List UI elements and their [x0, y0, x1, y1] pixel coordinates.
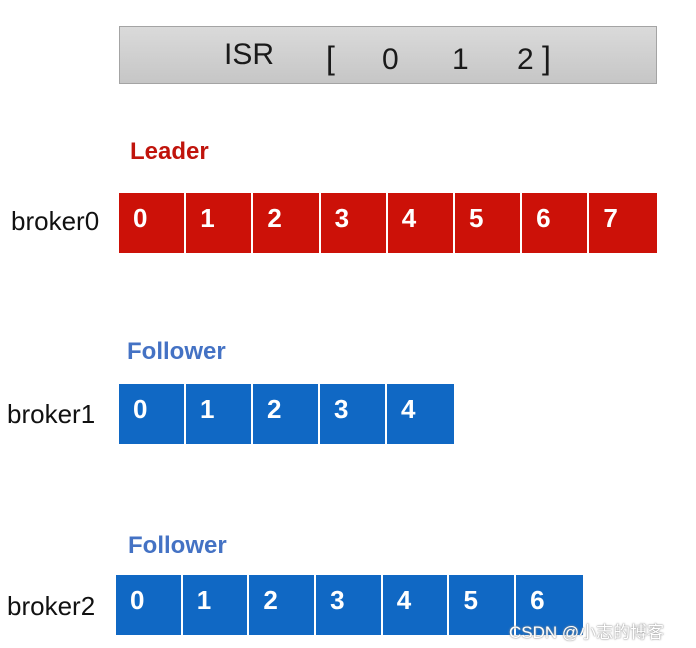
log-offset-cell: 0 — [119, 384, 186, 444]
log-offset-cell: 5 — [449, 575, 517, 635]
log-row-broker2: 0 1 2 3 4 5 6 — [116, 575, 583, 635]
broker-label-1: broker1 — [7, 399, 96, 429]
role-label-leader: Leader — [130, 138, 209, 165]
log-offset-cell: 2 — [253, 384, 320, 444]
log-offset-cell: 4 — [382, 575, 450, 635]
isr-open-bracket: [ — [326, 40, 335, 76]
isr-member: 0 — [382, 43, 399, 76]
log-offset-cell: 2 — [253, 193, 321, 253]
log-offset-cell: 5 — [454, 193, 523, 253]
log-offset-cell: 7 — [589, 193, 657, 253]
log-offset-cell: 2 — [249, 575, 317, 635]
log-offset-cell: 1 — [186, 384, 253, 444]
log-offset-cell: 6 — [522, 193, 590, 253]
broker-label-2: broker2 — [7, 591, 96, 621]
log-offset-cell: 1 — [186, 193, 254, 253]
log-offset-cell: 3 — [316, 575, 383, 635]
log-offset-cell: 1 — [182, 575, 250, 635]
isr-label: ISR — [224, 38, 275, 71]
log-offset-cell: 3 — [320, 384, 387, 444]
isr-member: 2 — [517, 43, 534, 76]
broker-label-0: broker0 — [11, 206, 100, 236]
log-offset-cell: 0 — [116, 575, 183, 635]
isr-member: 1 — [452, 43, 469, 76]
log-row-broker1: 0 1 2 3 4 — [119, 384, 454, 444]
log-offset-cell: 4 — [387, 193, 455, 253]
watermark: CSDN @小志的博客 — [509, 623, 665, 642]
isr-bar: ISR [ 0 1 2 ] — [119, 26, 657, 84]
log-offset-cell: 3 — [320, 193, 388, 253]
role-label-follower-2: Follower — [128, 532, 227, 559]
role-label-follower-1: Follower — [127, 338, 226, 365]
log-row-broker0: 0 1 2 3 4 5 6 7 — [119, 193, 657, 253]
log-offset-cell: 6 — [516, 575, 583, 635]
log-offset-cell: 0 — [119, 193, 187, 253]
log-offset-cell: 4 — [387, 384, 454, 444]
isr-close-bracket: ] — [542, 40, 551, 76]
